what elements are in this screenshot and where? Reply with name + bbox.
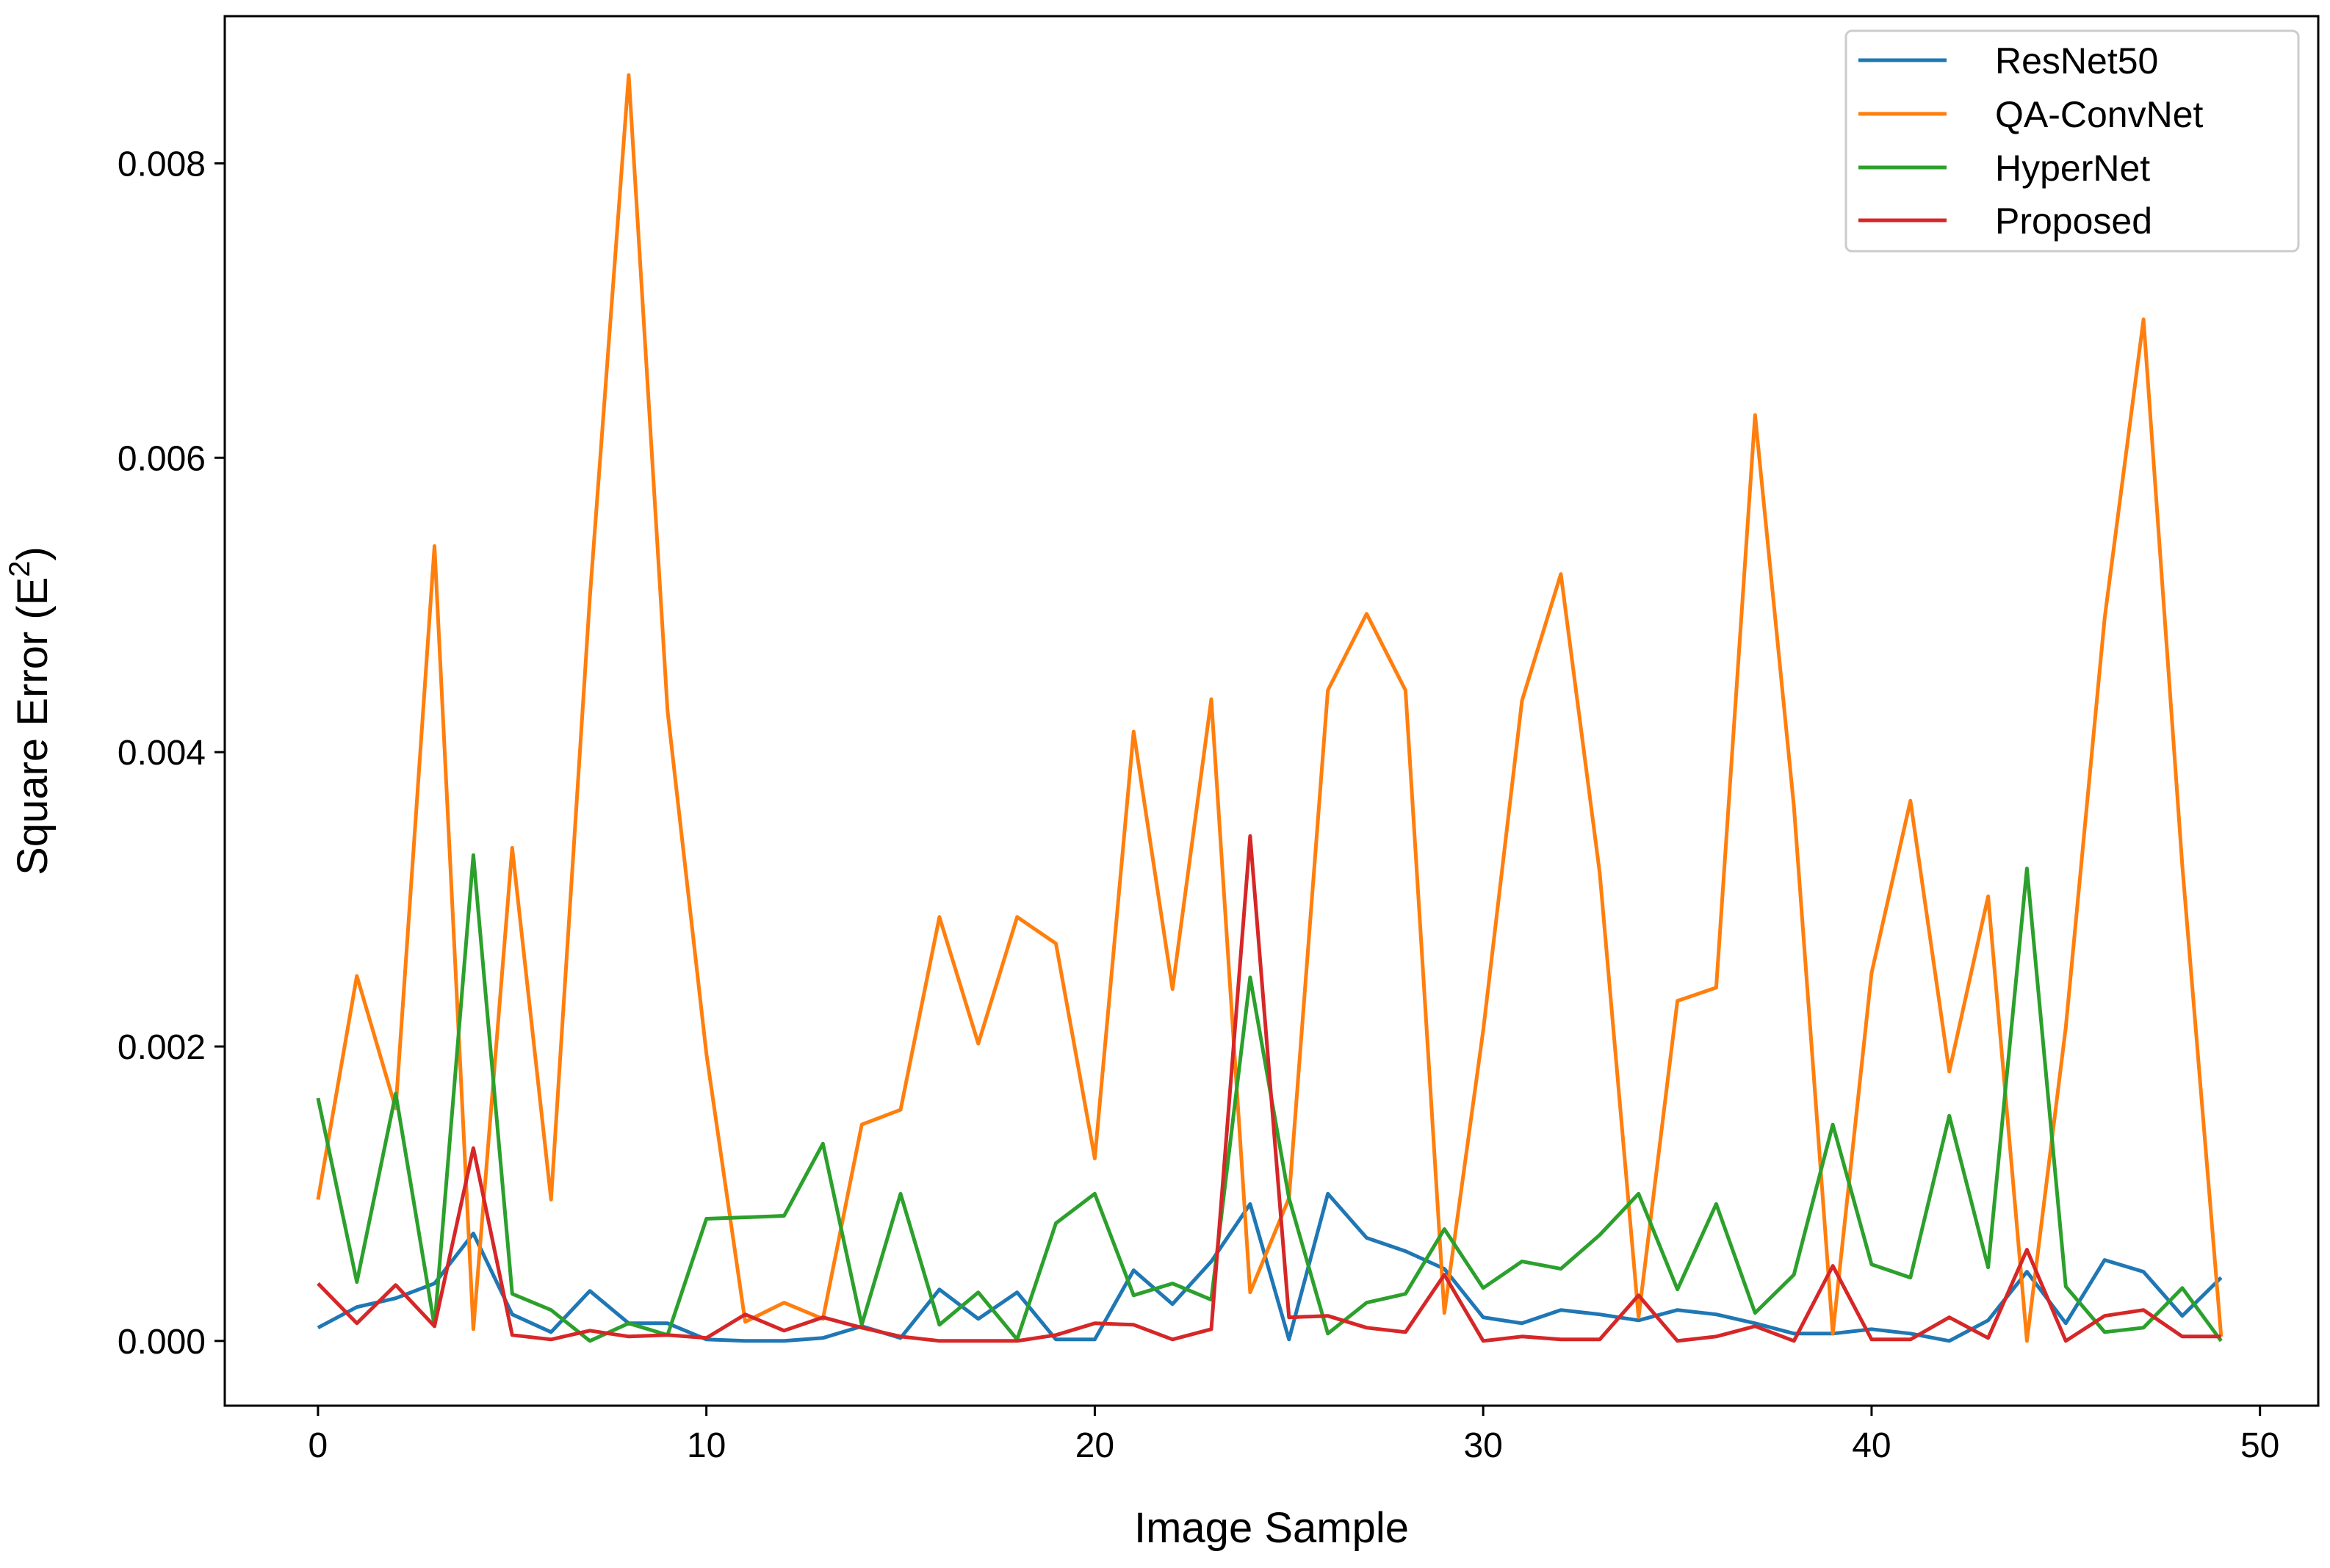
x-tick-label: 10	[687, 1426, 726, 1465]
plot-frame	[223, 15, 2320, 1407]
legend: ResNet50 QA-ConvNet HyperNet Proposed	[1844, 29, 2300, 253]
series-line-resnet50	[317, 1191, 2223, 1343]
y-tick-label: 0.002	[118, 1028, 206, 1067]
legend-label-proposed: Proposed	[1995, 200, 2152, 242]
x-tick-label: 50	[2240, 1426, 2279, 1465]
y-tick-label: 0.004	[118, 734, 206, 773]
y-axis: 0.000 0.002 0.004 0.006 0.008	[118, 145, 225, 1362]
x-tick-label: 40	[1852, 1426, 1891, 1465]
y-tick-label: 0.000	[118, 1323, 206, 1362]
legend-label-resnet50: ResNet50	[1995, 40, 2158, 82]
x-axis: 0 10 20 30 40 50	[309, 1406, 2279, 1465]
x-axis-label: Image Sample	[1134, 1504, 1409, 1552]
legend-label-qa-convnet: QA-ConvNet	[1995, 94, 2204, 135]
y-axis-label-superscript: 2	[4, 560, 36, 577]
x-tick-label: 0	[309, 1426, 328, 1465]
y-axis-label: Square Error (E2)	[4, 546, 57, 875]
legend-box	[1844, 29, 2300, 253]
y-axis-label-suffix: )	[9, 546, 57, 560]
series-line-qa-convnet	[316, 73, 2223, 1343]
series-lines	[316, 73, 2223, 1343]
x-tick-label: 20	[1075, 1426, 1114, 1465]
series-line-proposed	[317, 834, 2221, 1343]
y-tick-label: 0.006	[118, 439, 206, 478]
y-axis-label-main: Square Error (E	[9, 577, 57, 875]
y-tick-label: 0.008	[118, 145, 206, 184]
legend-label-hypernet: HyperNet	[1995, 148, 2150, 189]
x-tick-label: 30	[1463, 1426, 1502, 1465]
